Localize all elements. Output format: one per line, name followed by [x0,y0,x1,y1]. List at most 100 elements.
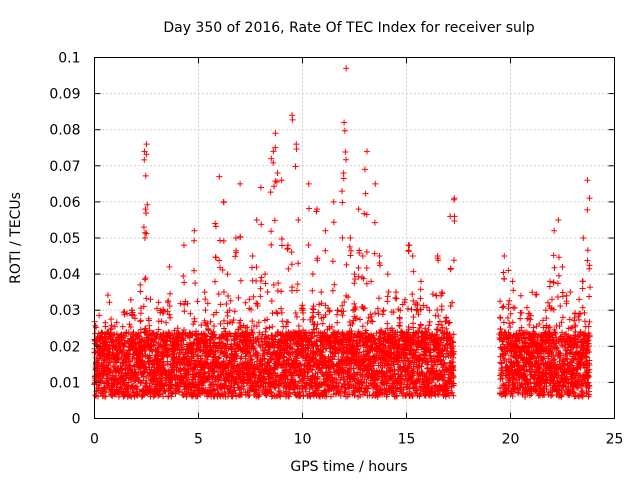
data-point [153,330,160,337]
data-point [223,300,230,307]
data-point [96,312,103,319]
data-point [164,358,171,365]
data-point [357,343,364,350]
data-point [143,328,150,335]
data-point [93,324,100,331]
chart-title: Day 350 of 2016, Rate Of TEC Index for r… [163,20,534,36]
data-point [326,308,333,315]
data-point [155,299,162,306]
data-point [385,288,392,295]
data-point [157,391,164,398]
data-point [194,352,201,359]
data-point [523,304,530,311]
data-point [104,292,111,299]
data-point [110,362,117,369]
data-point [177,365,184,372]
data-point [194,298,201,305]
data-point [102,323,109,330]
data-point [195,330,202,337]
data-point [107,367,114,374]
data-point [132,370,139,377]
data-point [140,303,147,310]
data-point [171,327,178,334]
data-point [181,301,188,308]
data-point [263,325,270,332]
data-point [334,319,341,326]
data-point [293,287,300,294]
data-point [187,310,194,317]
data-point [92,322,99,329]
data-point [269,310,276,317]
data-point [118,385,125,392]
data-point [226,330,233,337]
data-point [124,388,131,395]
data-point [130,329,137,336]
data-point [242,299,249,306]
data-point [210,328,217,335]
data-point [106,359,113,366]
data-point [504,314,511,321]
data-point [211,322,218,329]
data-point [137,318,144,325]
data-point [103,338,110,345]
data-point [113,319,120,326]
data-point [147,385,154,392]
data-point [115,391,122,398]
data-point [127,324,134,331]
data-point [194,353,201,360]
data-point [274,310,281,317]
data-point [168,393,175,400]
data-point [507,324,514,331]
data-point [119,366,126,373]
data-point [202,296,209,303]
data-point [279,318,286,325]
data-point [126,321,133,328]
data-point [211,387,218,394]
data-point [217,320,224,327]
data-point [165,329,172,336]
data-point [169,351,176,358]
data-point [132,315,139,322]
data-point [435,313,442,320]
data-point [180,392,187,399]
data-point [183,393,190,400]
data-point [111,323,118,330]
data-point [141,360,148,367]
data-point [181,308,188,315]
data-point [98,378,105,385]
data-point [108,316,115,323]
data-point [138,338,145,345]
data-point [164,361,171,368]
data-point [143,380,150,387]
data-point [369,318,376,325]
data-point [162,388,169,395]
data-point [264,289,271,296]
data-point [231,308,238,315]
data-point [141,348,148,355]
data-point [408,306,415,313]
data-point [197,392,204,399]
data-point [442,318,449,325]
data-point [124,310,131,317]
data-point [169,331,176,338]
data-point [96,382,103,389]
data-point [217,301,224,308]
data-point [235,294,242,301]
data-point [111,331,118,338]
data-point [210,387,217,394]
data-point [154,305,161,312]
data-point [180,335,187,342]
data-point [160,360,167,367]
data-point [204,300,211,307]
data-point [216,354,223,361]
data-point [497,385,504,392]
data-point [207,318,214,325]
data-point [118,354,125,361]
data-point [222,328,229,335]
data-point [139,354,146,361]
data-point [177,366,184,373]
data-point [134,383,141,390]
data-point [119,323,126,330]
data-point [359,323,366,330]
